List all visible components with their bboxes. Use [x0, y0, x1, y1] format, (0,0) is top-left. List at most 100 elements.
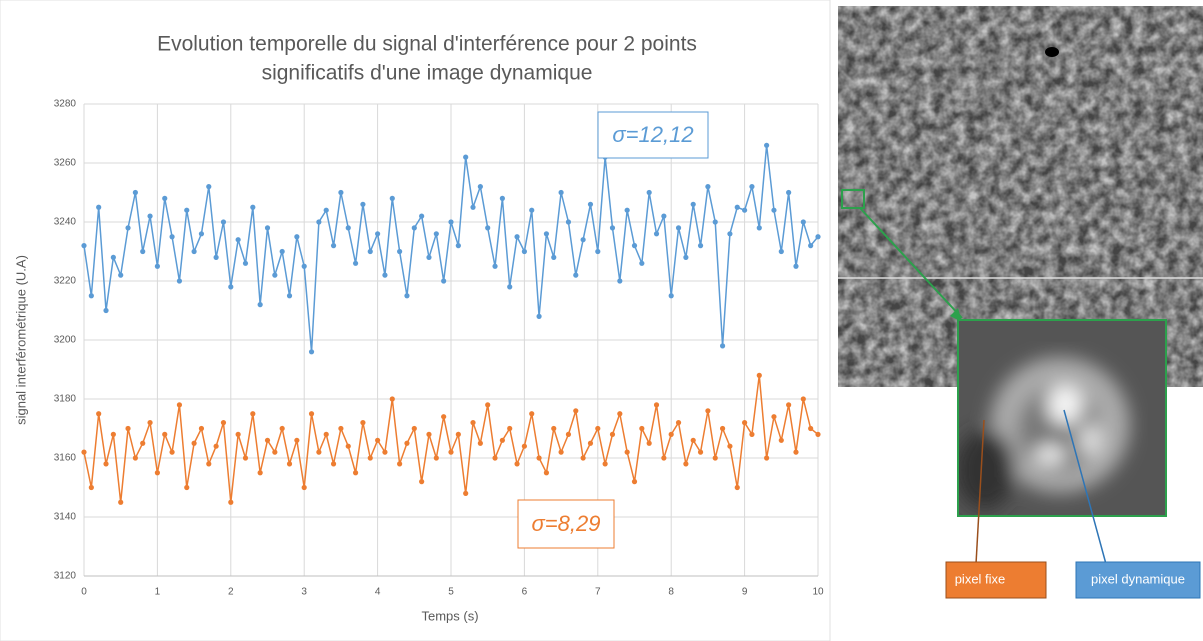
data-point — [330, 243, 337, 249]
data-point — [125, 225, 131, 231]
data-point — [132, 189, 138, 196]
data-point — [228, 284, 234, 290]
x-tick-label: 3 — [301, 587, 307, 598]
data-point — [786, 402, 792, 408]
data-point — [499, 437, 505, 443]
data-point — [536, 313, 542, 319]
data-point — [683, 254, 689, 260]
data-point — [96, 411, 102, 417]
data-point — [162, 195, 168, 201]
zoom-arrow — [859, 207, 963, 319]
data-point — [441, 414, 447, 420]
data-point — [749, 184, 755, 190]
data-point — [338, 189, 344, 196]
data-point — [808, 243, 814, 249]
data-point — [764, 455, 770, 461]
data-point — [441, 278, 447, 284]
data-point — [110, 254, 116, 260]
data-point — [220, 219, 227, 225]
data-point — [808, 425, 814, 432]
data-point — [382, 449, 388, 455]
data-point — [286, 461, 293, 467]
data-point — [653, 402, 660, 408]
annotation: σ=12,12 — [612, 122, 693, 147]
data-point — [507, 425, 513, 432]
data-point — [507, 284, 513, 290]
data-point — [286, 293, 293, 299]
x-tick-label: 0 — [81, 587, 87, 598]
data-point — [272, 272, 278, 278]
data-point — [242, 260, 249, 266]
data-point — [118, 499, 124, 505]
data-point — [154, 470, 160, 476]
data-point — [565, 431, 572, 437]
data-point — [294, 437, 300, 443]
data-point — [727, 231, 733, 237]
image-label: pixel fixe — [955, 571, 1006, 586]
x-tick-label: 4 — [375, 587, 381, 598]
data-point — [756, 225, 762, 231]
data-point — [573, 272, 579, 278]
zoom-inset — [958, 320, 1166, 516]
data-point — [81, 243, 87, 249]
data-point — [367, 248, 373, 255]
data-point — [595, 248, 601, 255]
data-point — [250, 204, 256, 210]
data-point — [712, 455, 718, 461]
data-point — [397, 461, 403, 467]
chart-frame — [0, 0, 831, 641]
x-tick-label: 7 — [595, 587, 601, 598]
data-point — [683, 461, 689, 467]
data-point — [609, 225, 616, 231]
data-point — [485, 225, 491, 231]
y-tick-label: 3180 — [54, 394, 77, 405]
plot-area: 3120 3140 3160 3180 3200 3220 3240 3260 3280 0 1 2 3… — [54, 99, 824, 598]
data-point — [793, 449, 799, 455]
data-point — [191, 440, 197, 446]
data-point — [88, 484, 94, 491]
data-point — [96, 204, 102, 210]
data-point — [213, 254, 219, 260]
data-point — [543, 470, 550, 476]
data-point — [169, 234, 175, 240]
data-point — [433, 455, 439, 461]
data-point — [411, 425, 417, 432]
data-point — [551, 425, 557, 432]
label-box — [1075, 561, 1201, 599]
data-point — [771, 414, 777, 420]
data-point — [250, 411, 256, 417]
data-point — [719, 425, 726, 432]
data-point — [558, 449, 564, 455]
data-point — [668, 431, 674, 437]
data-point — [103, 307, 109, 314]
data-point — [756, 372, 762, 378]
data-point — [675, 225, 682, 231]
x-tick-label: 10 — [812, 587, 824, 598]
data-point — [661, 213, 667, 219]
data-point — [404, 293, 410, 299]
data-point — [338, 425, 344, 432]
data-point — [323, 207, 329, 213]
data-point — [697, 243, 704, 249]
data-point — [389, 195, 395, 201]
pointer-line — [975, 419, 985, 565]
data-point — [140, 248, 146, 255]
data-point — [206, 184, 212, 190]
data-point — [375, 437, 381, 443]
data-point — [169, 449, 175, 455]
data-point — [272, 449, 278, 455]
data-point — [367, 455, 373, 461]
data-point — [463, 490, 469, 496]
y-tick-label: 3140 — [54, 512, 77, 523]
data-point — [470, 420, 476, 426]
data-point — [786, 189, 792, 196]
data-point — [529, 411, 535, 417]
data-point — [125, 425, 131, 432]
data-point — [734, 484, 740, 491]
data-point — [257, 470, 263, 476]
annotation-box — [517, 499, 615, 549]
data-point — [88, 293, 94, 299]
data-point — [228, 499, 234, 505]
y-tick-label: 3280 — [54, 99, 77, 110]
data-point — [382, 272, 388, 278]
